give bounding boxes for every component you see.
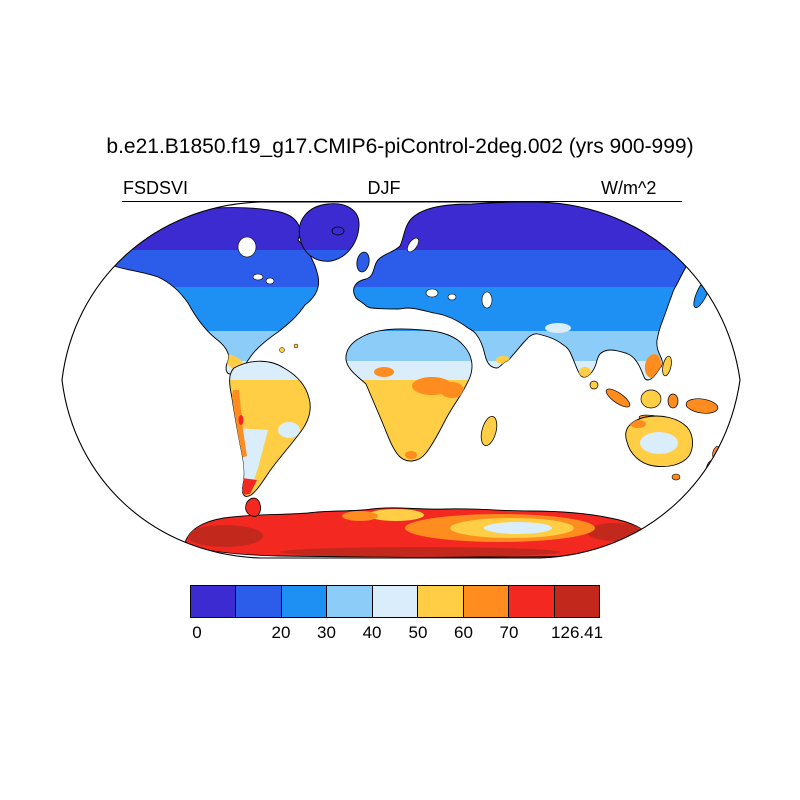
great-lakes xyxy=(265,277,275,285)
colorbar-segment xyxy=(327,586,373,617)
indochina-band xyxy=(644,354,662,378)
colorbar-tick-label: 40 xyxy=(362,623,382,642)
colorbar-tick-label: 126.41 xyxy=(551,623,604,642)
colorbar-segment xyxy=(281,586,328,617)
season-label: DJF xyxy=(367,178,401,198)
colorbar-segment xyxy=(509,586,555,617)
antarctic-coast-band-orange xyxy=(342,511,378,521)
colorbar-tick-label: 30 xyxy=(317,623,336,642)
east-antarctica-maximum xyxy=(587,523,643,541)
hudson-bay xyxy=(237,236,257,258)
se-brazil-band xyxy=(278,422,300,438)
baltic-sea xyxy=(407,237,419,253)
africa-overlays xyxy=(374,367,464,459)
british-isles-island xyxy=(356,251,370,273)
colorbar-segment xyxy=(554,586,599,617)
page-title: b.e21.B1850.f19_g17.CMIP6-piControl-2deg… xyxy=(106,135,694,158)
units-label: W/m^2 xyxy=(601,178,657,198)
antarctic-coast-band-gold xyxy=(368,509,424,521)
colorbar-segment xyxy=(236,586,282,617)
inland-seas xyxy=(237,236,493,309)
madagascar-island xyxy=(480,415,498,447)
inland-sea xyxy=(447,293,457,301)
colorbar-segment xyxy=(372,586,419,617)
west-antarctica-maximum xyxy=(187,525,263,547)
colorbar-ticks: 0 20 30 40 50 60 70 126.41 xyxy=(190,623,604,645)
colorbar-segment xyxy=(418,586,464,617)
antarctica-overlays xyxy=(187,509,643,557)
colorbar-tick-label: 20 xyxy=(271,623,291,642)
antarctic-interior-maximum xyxy=(280,547,560,557)
new-guinea-island xyxy=(685,398,719,414)
colorbar-tick-label: 70 xyxy=(499,623,519,642)
horn-of-africa-band xyxy=(440,382,464,398)
australia-interior-band xyxy=(640,432,678,454)
great-lakes xyxy=(252,273,264,281)
colorbar xyxy=(190,585,600,618)
philippines-island xyxy=(662,355,672,377)
caspian-sea xyxy=(481,291,493,309)
colorbar-segment xyxy=(191,586,237,617)
tierra-del-fuego-band xyxy=(242,478,257,495)
tasmania-island xyxy=(671,473,681,481)
caribbean-island xyxy=(279,347,285,353)
iceland-island xyxy=(331,226,345,236)
colorbar-tick-label: 50 xyxy=(408,623,428,642)
variable-label: FSDSVI xyxy=(123,178,189,198)
sumatra-island xyxy=(605,388,631,408)
colorbar-tick-label: 60 xyxy=(454,623,473,642)
sulawesi-island xyxy=(667,393,679,409)
tibet-band xyxy=(545,323,571,333)
south-india-band xyxy=(579,367,591,377)
andes-maximum-spot xyxy=(238,415,244,425)
colorbar-segment xyxy=(463,586,510,617)
colorbar-tick-label: 0 xyxy=(192,623,202,642)
australia-overlays xyxy=(630,420,678,454)
sri-lanka-island xyxy=(589,380,599,390)
black-sea xyxy=(425,288,439,298)
north-australia-band xyxy=(630,420,646,428)
west-africa-band xyxy=(374,367,394,377)
south-africa-band xyxy=(405,451,417,459)
eurasia-overlays xyxy=(496,323,662,378)
caribbean-island xyxy=(293,343,299,349)
antarctic-peninsula xyxy=(245,497,261,517)
borneo-island xyxy=(640,389,662,409)
antarctic-plateau-band-pale xyxy=(484,522,552,534)
